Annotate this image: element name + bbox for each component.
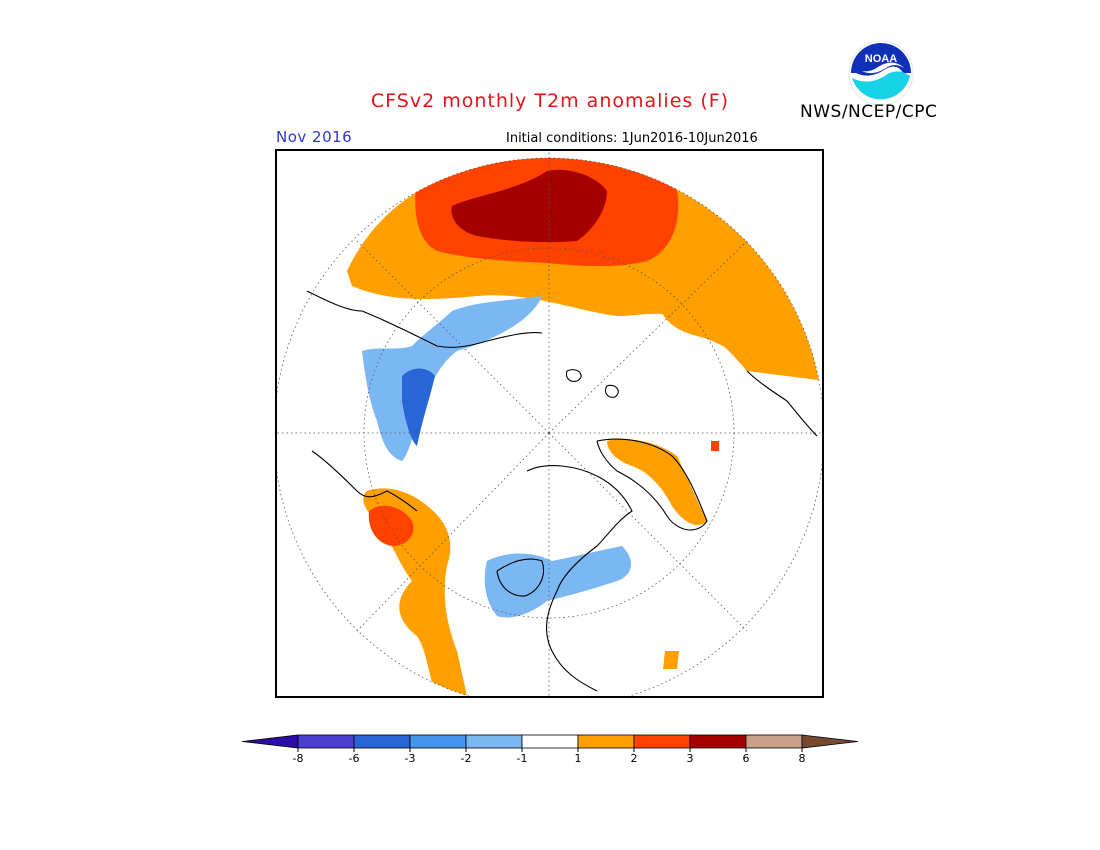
- legend-bin: [241, 734, 299, 749]
- legend-bin: [801, 734, 859, 749]
- legend-bin: [689, 734, 747, 749]
- legend-tick-label: 6: [743, 752, 750, 765]
- eurasia-north-coast: [306, 290, 543, 348]
- legend-tick-label: -6: [349, 752, 360, 765]
- chart-title: CFSv2 monthly T2m anomalies (F): [370, 90, 730, 112]
- legend-tick-label: -1: [517, 752, 528, 765]
- legend-tick-label: -3: [405, 752, 416, 765]
- legend-tick-label: -2: [461, 752, 472, 765]
- legend-bin: [465, 734, 523, 749]
- legend-tick-label: -8: [293, 752, 304, 765]
- iceland-hot-spot: [711, 441, 719, 451]
- legend-tick-label: 8: [799, 752, 806, 765]
- central-asia-cold-region: [362, 296, 542, 461]
- legend-tick-label: 1: [575, 752, 582, 765]
- valid-month-label: Nov 2016: [276, 128, 353, 146]
- greenland-coast: [596, 438, 708, 531]
- graticule: [277, 151, 822, 696]
- east-asia-warm-region: [657, 295, 751, 361]
- legend-tick-label: 2: [631, 752, 638, 765]
- legend-tick-label: 3: [687, 752, 694, 765]
- initial-conditions-label: Initial conditions: 1Jun2016-10Jun2016: [506, 131, 758, 146]
- greenland-warm-region: [607, 439, 707, 526]
- noaa-logo-text: NOAA: [865, 53, 897, 65]
- north-america-coast: [526, 465, 633, 692]
- legend-bin: [521, 734, 579, 749]
- legend-bin: [409, 734, 467, 749]
- north-pacific-core-region: [451, 169, 607, 243]
- legend-bin: [353, 734, 411, 749]
- hudson-bay-coast: [496, 558, 544, 597]
- noaa-logo: NOAA: [848, 40, 914, 106]
- agency-label: NWS/NCEP/CPC: [800, 102, 938, 122]
- coastlines: [306, 290, 818, 692]
- central-asia-cold-core-region: [402, 368, 435, 446]
- scandinavia-coast: [311, 450, 418, 512]
- legend-bin: [745, 734, 803, 749]
- legend-bin: [577, 734, 635, 749]
- color-legend: -8 -6 -3 -2 -1 1 2 3 6 8: [241, 734, 859, 765]
- map-frame: [275, 149, 824, 698]
- alaska-coast: [746, 370, 818, 437]
- legend-bin: [297, 734, 355, 749]
- polar-map: [277, 151, 822, 696]
- canada-cool-region: [484, 546, 632, 618]
- arctic-islands-coast: [565, 369, 619, 398]
- iberia-hot-region: [368, 505, 414, 546]
- legend-bin: [633, 734, 691, 749]
- canada-warm-spot: [663, 651, 679, 669]
